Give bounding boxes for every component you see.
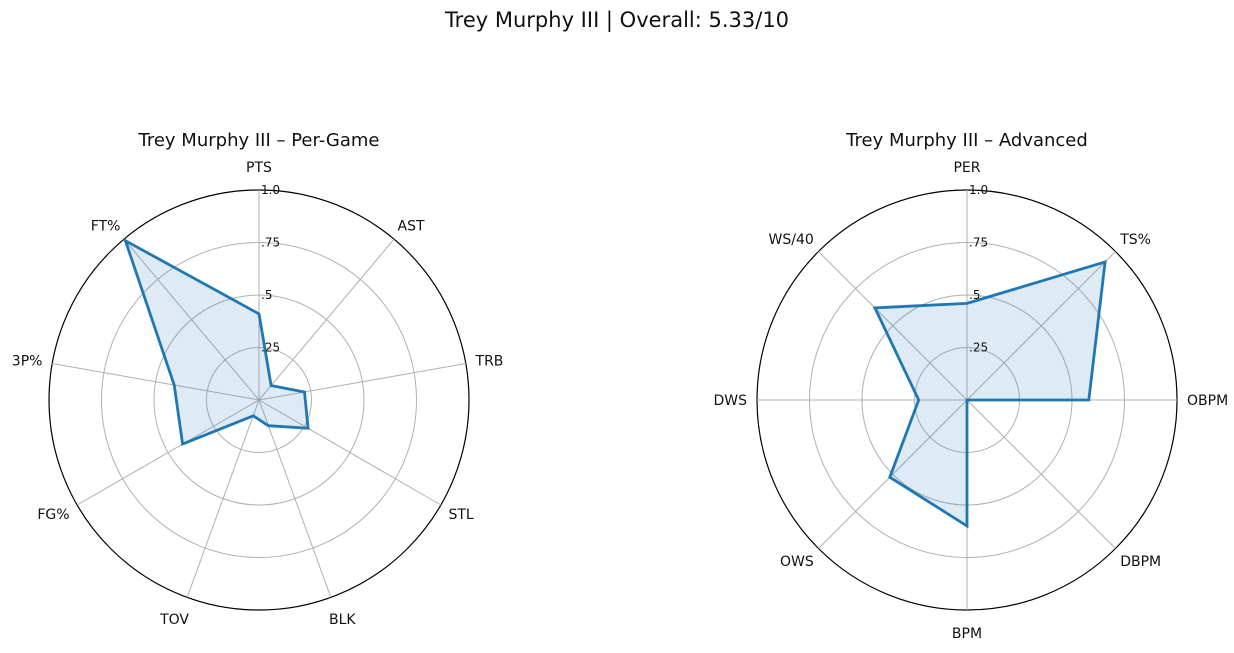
advanced-radial-tick-label: .5 (969, 288, 980, 302)
per-game-axis-label-pts: PTS (246, 160, 272, 176)
advanced-chart-title: Trey Murphy III – Advanced (845, 130, 1088, 151)
advanced-area-fill (874, 261, 1106, 526)
per-game-axis-label-stl: STL (448, 507, 473, 523)
advanced-radial-tick-label: .25 (969, 341, 988, 355)
per-game-spoke (258, 399, 442, 506)
per-game-axis-label-blk: BLK (329, 612, 356, 628)
per-game-spoke (258, 399, 332, 598)
per-game-axis-label-ft-pct: FT% (91, 218, 121, 234)
advanced-series-line (872, 259, 1107, 529)
per-game-series-line (122, 237, 310, 447)
per-game-spoke (76, 399, 260, 506)
advanced-axis-label-per: PER (953, 160, 980, 176)
advanced-axis-label-ts-pct: TS% (1119, 232, 1151, 248)
per-game-axis-label-ast: AST (398, 218, 425, 234)
per-game-area-fill (125, 240, 309, 445)
figure-title: Trey Murphy III | Overall: 5.33/10 (444, 8, 790, 32)
per-game-spoke (52, 363, 260, 401)
per-game-radial-tick-label: .75 (261, 236, 280, 250)
advanced-axis-label-dbpm: DBPM (1120, 554, 1161, 570)
per-game-spoke (186, 399, 260, 598)
per-game-radial-tick-label: 1.0 (261, 183, 280, 197)
advanced-spoke (966, 399, 1116, 549)
advanced-spoke (818, 399, 968, 549)
per-game-radial-tick-label: .25 (261, 341, 280, 355)
advanced-radial-tick-label: 1.0 (969, 183, 988, 197)
advanced-radar-chart: Trey Murphy III – Advanced .25 .5 .75 1.0 PER… (713, 130, 1228, 642)
advanced-axis-label-bpm: BPM (952, 626, 982, 642)
per-game-spoke (258, 363, 466, 401)
advanced-axis-label-ws-40: WS/40 (769, 232, 814, 248)
per-game-axis-label-tov: TOV (159, 612, 189, 628)
per-game-radar-chart: Trey Murphy III – Per-Game .25 .5 .75 1.0 PTS… (12, 130, 504, 628)
advanced-axis-label-obpm: OBPM (1187, 393, 1228, 409)
per-game-spoke (258, 238, 395, 401)
advanced-axis-label-ows: OWS (780, 554, 814, 570)
per-game-radial-tick-label: .5 (261, 288, 272, 302)
per-game-chart-title: Trey Murphy III – Per-Game (138, 130, 380, 151)
advanced-axis-label-dws: DWS (713, 393, 747, 409)
per-game-axis-label-fg-pct: FG% (37, 507, 69, 523)
advanced-radial-tick-label: .75 (969, 236, 988, 250)
advanced-spoke (818, 251, 968, 401)
per-game-spoke (123, 238, 260, 401)
per-game-axis-label-3p-pct: 3P% (12, 353, 43, 369)
advanced-spoke (966, 251, 1116, 401)
per-game-axis-label-trb: TRB (475, 353, 504, 369)
